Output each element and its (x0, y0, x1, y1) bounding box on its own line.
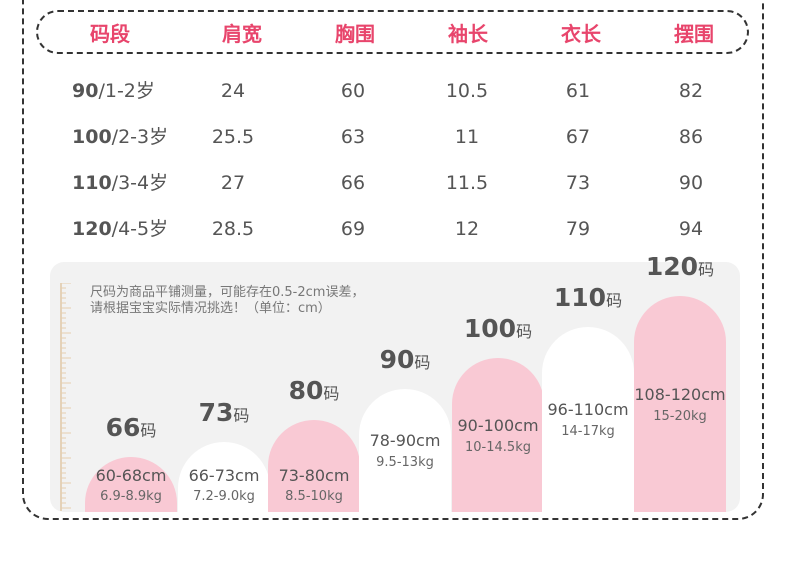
table-cell: 28.5 (211, 218, 255, 240)
size-bar: 73-80cm 8.5-10kg (268, 420, 360, 512)
size-bar: 108-120cm 15-20kg (634, 296, 726, 512)
bar-height-range: 73-80cm (278, 466, 350, 485)
bar-weight-range: 14-17kg (561, 424, 615, 439)
bar-size-number: 110 (553, 283, 607, 312)
size-number: 120 (72, 218, 112, 240)
size-age: /4-5岁 (111, 218, 169, 240)
bar-size-unit: 码 (516, 322, 533, 341)
table-row: 120/4-5岁 28.5 69 12 79 94 (0, 214, 790, 244)
table-cell: 11 (454, 126, 480, 148)
bar-size-number: 120 (645, 252, 699, 281)
bar-size-number: 90 (379, 345, 415, 374)
table-cell: 66 (340, 172, 366, 194)
bar-weight-range: 6.9-8.9kg (100, 489, 162, 504)
bar-weight-range: 10-14.5kg (465, 440, 531, 455)
bar-size-number: 73 (198, 398, 234, 427)
bar-height-range: 60-68cm (95, 466, 167, 485)
size-label: 90/1-2岁 (72, 76, 155, 106)
header-chest: 胸围 (335, 22, 375, 46)
table-cell: 79 (565, 218, 591, 240)
size-number: 110 (72, 172, 112, 194)
table-cell: 12 (454, 218, 480, 240)
bar-size-unit: 码 (233, 406, 250, 425)
bar-height-range: 108-120cm (634, 385, 726, 404)
size-bar: 78-90cm 9.5-13kg (359, 389, 451, 512)
table-row: 110/3-4岁 27 66 11.5 73 90 (0, 168, 790, 198)
bar-size-unit: 码 (606, 291, 623, 310)
table-cell: 82 (678, 80, 704, 102)
header-size: 码段 (90, 22, 130, 46)
bar-height-range: 90-100cm (457, 416, 539, 435)
size-number: 90 (72, 80, 99, 102)
bar-height-range: 78-90cm (369, 431, 441, 450)
bar-size-label: 90码 (359, 345, 451, 374)
note-line-1: 尺码为商品平铺测量，可能存在0.5-2cm误差， (90, 285, 365, 300)
note-line-2: 请根据宝宝实际情况挑选！（单位：cm） (90, 301, 331, 316)
header-sleeve: 袖长 (448, 22, 488, 46)
size-bar: 66-73cm 7.2-9.0kg (178, 442, 270, 512)
table-cell: 73 (565, 172, 591, 194)
table-cell: 63 (340, 126, 366, 148)
size-bar: 90-100cm 10-14.5kg (452, 358, 544, 512)
bar-size-unit: 码 (323, 384, 340, 403)
table-cell: 67 (565, 126, 591, 148)
table-cell: 69 (340, 218, 366, 240)
table-cell: 25.5 (211, 126, 255, 148)
bar-size-label: 110码 (542, 283, 634, 312)
bar-size-number: 66 (105, 413, 141, 442)
bar-size-number: 100 (463, 314, 517, 343)
bar-size-label: 100码 (452, 314, 544, 343)
bar-size-label: 66码 (85, 413, 177, 442)
bar-size-label: 120码 (634, 252, 726, 281)
size-age: /1-2岁 (98, 80, 155, 102)
table-cell: 90 (678, 172, 704, 194)
size-label: 100/2-3岁 (72, 122, 168, 152)
table-cell: 60 (340, 80, 366, 102)
size-bar: 96-110cm 14-17kg (542, 327, 634, 512)
size-age: /3-4岁 (111, 172, 169, 194)
table-header: 码段 肩宽 胸围 袖长 衣长 摆围 (36, 10, 749, 54)
bar-size-unit: 码 (414, 353, 431, 372)
table-cell: 10.5 (445, 80, 489, 102)
table-row: 100/2-3岁 25.5 63 11 67 86 (0, 122, 790, 152)
header-hem: 摆围 (674, 22, 714, 46)
table-cell: 24 (220, 80, 246, 102)
bar-weight-range: 9.5-13kg (376, 455, 434, 470)
bar-size-label: 73码 (178, 398, 270, 427)
bar-weight-range: 8.5-10kg (285, 489, 343, 504)
table-cell: 94 (678, 218, 704, 240)
table-row: 90/1-2岁 24 60 10.5 61 82 (0, 76, 790, 106)
size-number: 100 (72, 126, 112, 148)
bar-size-label: 80码 (268, 376, 360, 405)
size-bar: 60-68cm 6.9-8.9kg (85, 457, 177, 512)
header-length: 衣长 (561, 22, 601, 46)
size-chart-frame (22, 0, 764, 520)
size-label: 120/4-5岁 (72, 214, 168, 244)
size-age: /2-3岁 (111, 126, 169, 148)
size-label: 110/3-4岁 (72, 168, 168, 198)
bar-height-range: 66-73cm (188, 466, 260, 485)
bar-height-range: 96-110cm (547, 400, 629, 419)
ruler-icon (60, 283, 71, 511)
header-shoulder: 肩宽 (222, 22, 262, 46)
bar-size-number: 80 (288, 376, 324, 405)
bar-size-unit: 码 (140, 421, 157, 440)
table-cell: 61 (565, 80, 591, 102)
table-cell: 86 (678, 126, 704, 148)
bar-size-unit: 码 (698, 260, 715, 279)
bar-weight-range: 7.2-9.0kg (193, 489, 255, 504)
bar-weight-range: 15-20kg (653, 409, 707, 424)
table-cell: 27 (220, 172, 246, 194)
table-cell: 11.5 (445, 172, 489, 194)
